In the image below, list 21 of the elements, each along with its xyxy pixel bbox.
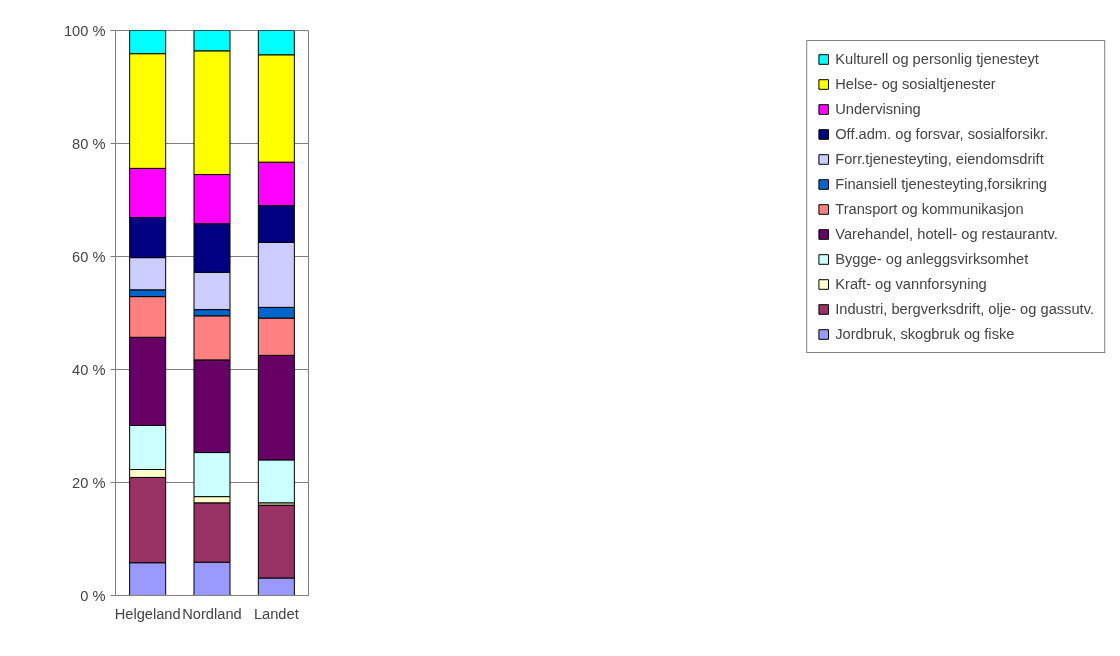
legend-label: Kulturell og personlig tjenesteyt	[835, 51, 1039, 67]
legend-label: Kraft- og vannforsyning	[835, 276, 987, 292]
x-tick-label: Helgeland	[114, 605, 181, 622]
y-tick-label: 20 %	[72, 474, 106, 491]
x-tick-label: Nordland	[182, 605, 242, 622]
legend-label: Jordbruk, skogbruk og fiske	[835, 326, 1015, 342]
legend-label: Forr.tjenesteyting, eiendomsdrift	[835, 151, 1044, 167]
y-tick-label: 0 %	[80, 587, 106, 604]
legend-label: Transport og kommunikasjon	[835, 201, 1024, 217]
legend-label: Helse- og sosialtjenester	[835, 76, 996, 92]
y-tick-label: 60 %	[72, 248, 106, 265]
legend-label: Bygge- og anleggsvirksomhet	[835, 251, 1029, 267]
y-tick-label: 40 %	[72, 361, 106, 378]
legend-label: Undervisning	[835, 101, 921, 117]
legend-label: Finansiell tjenesteyting,forsikring	[835, 176, 1048, 192]
y-tick-label: 80 %	[72, 135, 106, 152]
legend-label: Off.adm. og forsvar, sosialforsikr.	[835, 126, 1049, 142]
y-tick-label: 100 %	[63, 22, 106, 39]
legend-label: Industri, bergverksdrift, olje- og gassutv.	[835, 301, 1094, 317]
x-tick-label: Landet	[253, 605, 299, 622]
legend-label: Varehandel, hotell- og restaurantv.	[835, 226, 1058, 242]
